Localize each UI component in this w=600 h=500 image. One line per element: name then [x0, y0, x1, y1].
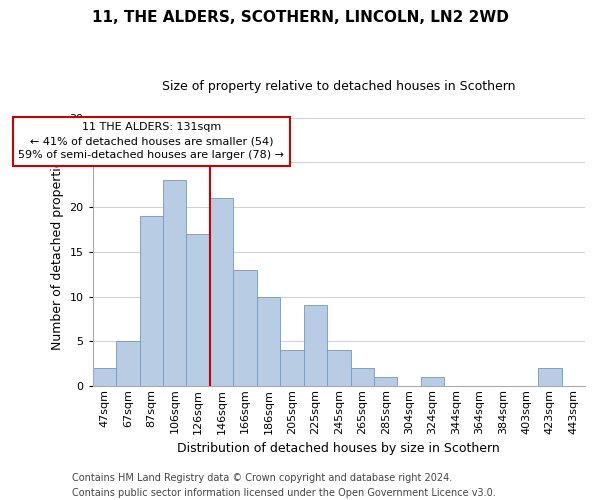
- Bar: [163, 180, 187, 386]
- Bar: [116, 341, 140, 386]
- Bar: [187, 234, 210, 386]
- Text: Contains HM Land Registry data © Crown copyright and database right 2024.
Contai: Contains HM Land Registry data © Crown c…: [72, 472, 496, 498]
- Bar: [92, 368, 116, 386]
- Y-axis label: Number of detached properties: Number of detached properties: [51, 154, 64, 350]
- Bar: [421, 377, 445, 386]
- Bar: [233, 270, 257, 386]
- Bar: [140, 216, 163, 386]
- Title: Size of property relative to detached houses in Scothern: Size of property relative to detached ho…: [162, 80, 515, 93]
- Bar: [210, 198, 233, 386]
- Bar: [350, 368, 374, 386]
- X-axis label: Distribution of detached houses by size in Scothern: Distribution of detached houses by size …: [178, 442, 500, 455]
- Bar: [538, 368, 562, 386]
- Text: 11 THE ALDERS: 131sqm
← 41% of detached houses are smaller (54)
59% of semi-deta: 11 THE ALDERS: 131sqm ← 41% of detached …: [18, 122, 284, 160]
- Bar: [327, 350, 350, 386]
- Bar: [374, 377, 397, 386]
- Bar: [257, 296, 280, 386]
- Bar: [280, 350, 304, 386]
- Text: 11, THE ALDERS, SCOTHERN, LINCOLN, LN2 2WD: 11, THE ALDERS, SCOTHERN, LINCOLN, LN2 2…: [92, 10, 508, 25]
- Bar: [304, 306, 327, 386]
